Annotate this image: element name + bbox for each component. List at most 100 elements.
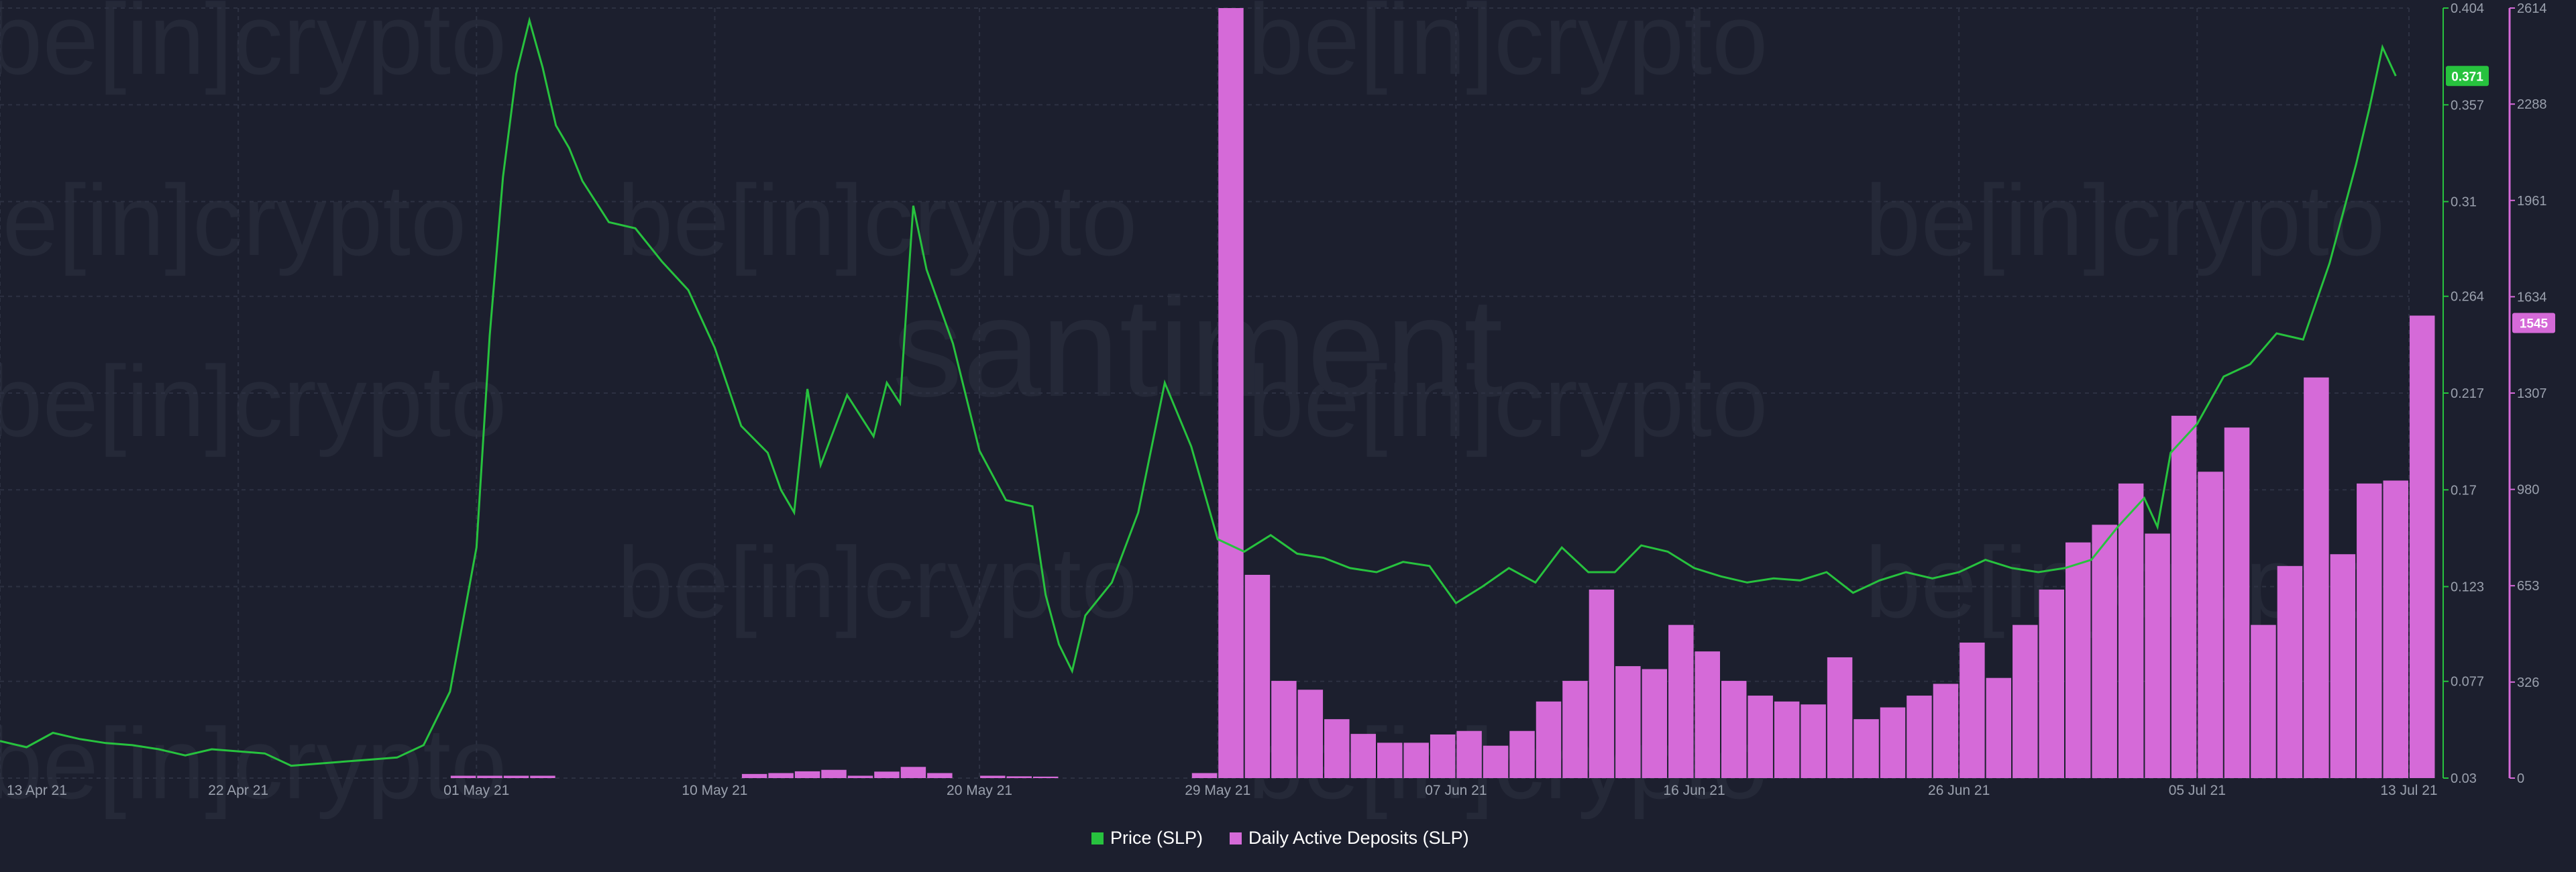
deposit-bar [1562,681,1588,778]
deposits-badge-value: 1545 [2520,317,2548,331]
deposit-bar [794,771,820,778]
price-tick-label: 0.123 [2451,580,2484,595]
price-tick-label: 0.17 [2451,483,2477,498]
deposits-tick-label: 653 [2517,579,2539,594]
deposits-last-value-badge: 1545 [2512,313,2555,333]
deposit-bar [1774,701,1800,778]
deposit-bar [1244,574,1271,778]
deposit-bar [1483,745,1509,778]
deposit-bar [1854,719,1879,778]
deposit-bar [2092,525,2117,778]
deposit-bar [450,775,476,778]
deposit-bar [2171,415,2197,778]
watermark-text: be[in]crypto [617,526,1137,639]
deposit-bar [1350,734,1376,778]
deposit-bar [1218,8,1244,778]
deposit-bar [2277,565,2303,778]
deposit-bar [530,775,555,778]
deposit-bar [980,775,1006,778]
x-tick-label: 13 Jul 21 [2380,783,2437,798]
deposit-bar [2065,542,2091,778]
deposit-bar [1430,734,1456,778]
deposit-bar [2012,624,2038,778]
legend-swatch-deposits [1230,832,1242,844]
deposit-bar [2039,589,2064,778]
watermark-text: be[in]crypto [1865,164,2385,276]
deposits-tick-label: 0 [2517,771,2524,786]
deposits-tick-label: 1307 [2517,386,2547,401]
price-tick-label: 0.404 [2451,1,2484,16]
watermark-text: be[in]crypto [1248,0,1768,95]
deposit-bar [1509,730,1535,778]
legend-item-deposits[interactable]: Daily Active Deposits (SLP) [1230,828,1469,848]
deposit-bar [2224,427,2250,778]
deposit-bar [1801,704,1826,778]
deposit-bar [741,773,767,778]
deposit-bar [1721,681,1747,778]
deposit-bar [1324,719,1350,778]
deposit-bar [1191,773,1218,778]
price-tick-label: 0.264 [2451,290,2484,305]
price-badge-value: 0.371 [2451,70,2483,84]
deposit-bar [1377,743,1403,778]
deposit-bar [1668,624,1694,778]
deposit-bar [1536,701,1562,778]
deposit-bar [1456,730,1482,778]
price-tick-label: 0.31 [2451,195,2477,210]
deposit-bar [1297,690,1324,778]
deposit-bar [2145,533,2170,778]
watermark-text: be[in]crypto [0,707,506,820]
deposits-tick-label: 326 [2517,675,2539,690]
deposit-bar [1589,589,1615,778]
deposits-tick-label: 1634 [2517,290,2547,305]
deposit-bar [1642,669,1668,778]
deposit-bar [2251,624,2276,778]
x-axis-ticks: 13 Apr 21 22 Apr 21 01 May 21 10 May 21 20 M… [7,783,2438,798]
deposits-axis-ticks: 2614 2288 1961 1634 1307 980 653 326 0 [2510,1,2547,786]
deposit-bar [2383,480,2408,778]
deposits-tick-label: 2614 [2517,1,2547,16]
price-tick-label: 0.03 [2451,771,2477,786]
watermark-brand: santiment [892,268,1503,426]
deposit-bar [847,775,873,778]
deposit-bar [1006,776,1032,778]
legend-item-price[interactable]: Price (SLP) [1091,828,1203,848]
deposit-bar [927,773,953,778]
legend-label-deposits: Daily Active Deposits (SLP) [1248,828,1469,848]
deposit-bar [2118,483,2144,778]
price-last-value-badge: 0.371 [2446,66,2489,87]
deposit-bar [1748,696,1773,778]
price-tick-label: 0.217 [2451,386,2484,401]
watermark-text: be[in]crypto [0,0,506,95]
deposits-tick-label: 980 [2517,483,2539,498]
deposit-bar [1033,776,1059,778]
x-tick-label: 10 May 21 [682,783,747,798]
deposit-bar [1986,677,2012,778]
watermark-text: be[in]crypto [617,164,1137,276]
x-tick-label: 22 Apr 21 [208,783,268,798]
deposit-bar [1907,696,1932,778]
deposit-bar [1827,657,1853,778]
price-badge-background [2446,66,2489,87]
x-tick-label: 01 May 21 [443,783,509,798]
deposits-badge-background [2512,313,2555,333]
deposit-bar [503,775,529,778]
x-tick-label: 05 Jul 21 [2169,783,2226,798]
deposit-bar [821,769,847,778]
deposits-bars [450,8,2435,778]
deposit-bar [1695,651,1720,778]
deposit-bar [1880,707,1906,778]
x-tick-label: 26 Jun 21 [1928,783,1990,798]
x-tick-label: 16 Jun 21 [1663,783,1725,798]
deposit-bar [2357,483,2382,778]
deposit-bar [1615,666,1641,778]
deposit-bar [2198,472,2223,778]
deposit-bar [768,773,794,778]
price-line-group [0,16,2397,767]
deposit-bar [1271,681,1297,778]
price-tick-label: 0.357 [2451,98,2484,113]
deposit-bar [1960,642,1985,778]
watermark-text: be[in]crypto [0,164,466,276]
price-tick-label: 0.077 [2451,675,2484,690]
